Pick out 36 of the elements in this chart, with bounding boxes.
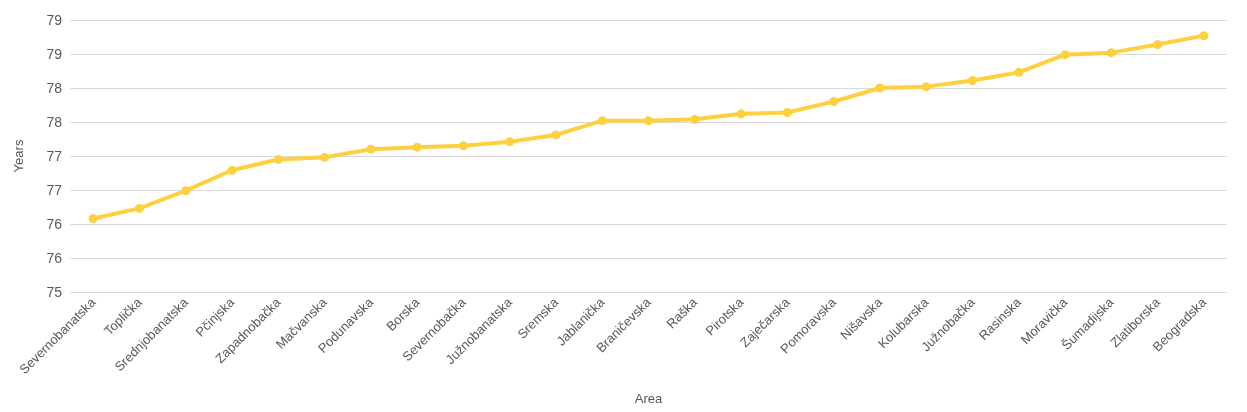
- point: [644, 116, 653, 126]
- point: [829, 97, 839, 107]
- point: [320, 152, 330, 162]
- point: [1106, 48, 1116, 58]
- point: [134, 203, 144, 213]
- x-axis-title: Area: [634, 391, 663, 406]
- y-tick-label: 76: [46, 216, 63, 232]
- point: [736, 109, 746, 119]
- y-tick-label: 77: [46, 182, 63, 198]
- point: [366, 144, 376, 154]
- point: [1199, 31, 1209, 41]
- point: [782, 107, 792, 117]
- y-tick-label: 79: [46, 12, 63, 28]
- point: [597, 116, 607, 126]
- point: [921, 82, 931, 92]
- point: [273, 154, 283, 164]
- y-tick-label: 75: [46, 284, 63, 300]
- point: [458, 141, 468, 151]
- point: [551, 130, 561, 140]
- y-tick-label: 77: [46, 148, 63, 164]
- point: [505, 137, 515, 147]
- point: [1060, 50, 1070, 60]
- y-tick-label: 76: [46, 250, 63, 266]
- point: [1153, 39, 1163, 49]
- point: [181, 186, 191, 196]
- point: [88, 214, 98, 224]
- point: [967, 76, 977, 86]
- y-tick-label: 78: [46, 114, 63, 130]
- point: [412, 142, 422, 152]
- point: [227, 165, 237, 175]
- point: [1014, 67, 1024, 77]
- y-tick-label: 78: [46, 80, 63, 96]
- y-axis-title: Years: [11, 139, 26, 173]
- point: [875, 83, 885, 93]
- point: [690, 114, 700, 124]
- y-tick-label: 79: [46, 46, 63, 62]
